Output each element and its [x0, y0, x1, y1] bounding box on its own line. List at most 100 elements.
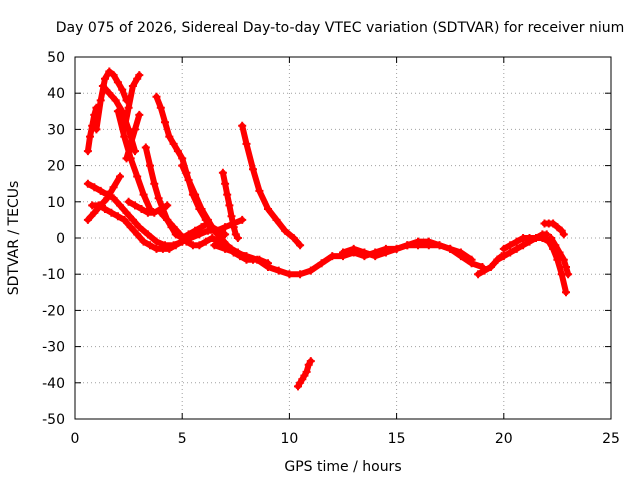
data-point [131, 147, 139, 156]
data-point [221, 230, 230, 239]
data-point [467, 255, 476, 264]
data-point [135, 223, 144, 232]
data-point [281, 226, 290, 235]
data-point [120, 132, 129, 141]
chart-title: Day 075 of 2026, Sidereal Day-to-day VTE… [56, 20, 625, 36]
data-point [403, 241, 412, 250]
data-point [551, 241, 560, 250]
series-line [114, 108, 153, 212]
axes: 0 5 10 15 20 25 -50 -40 -30 -20 -10 0 10 20 30 40 50 [42, 50, 620, 447]
data-point [249, 165, 257, 174]
data-point [150, 179, 159, 188]
data-point [83, 215, 92, 224]
data-point [107, 208, 116, 217]
data-point [122, 154, 131, 163]
data-point [562, 288, 570, 297]
x-tick-label: 5 [178, 431, 187, 447]
y-axis-label: SDTVAR / TECUs [6, 181, 22, 296]
data-point [339, 248, 347, 257]
data-point [83, 147, 92, 156]
data-point [201, 237, 210, 246]
data-point [233, 234, 242, 242]
data-point [456, 248, 465, 257]
data-point [96, 96, 105, 105]
data-point [519, 241, 528, 250]
data-point [272, 215, 281, 224]
data-point [128, 215, 137, 224]
data-point [506, 241, 515, 250]
data-point [165, 132, 174, 141]
data-point [118, 85, 127, 94]
x-tick-label: 10 [280, 431, 298, 447]
data-point [184, 176, 193, 185]
data-point [414, 237, 422, 246]
x-tick-label: 15 [388, 431, 406, 447]
data-point [133, 172, 142, 181]
data-point [184, 230, 193, 239]
series-arc-22 [499, 234, 570, 297]
data-point [538, 234, 547, 242]
y-tick-label: 20 [47, 159, 65, 175]
data-point [381, 248, 390, 257]
data-point [203, 215, 212, 224]
data-point [553, 223, 562, 232]
data-point [86, 132, 94, 141]
data-point [113, 107, 122, 116]
data-point [137, 205, 146, 213]
data-point [139, 237, 148, 246]
data-point [161, 118, 169, 127]
data-point [349, 244, 358, 253]
data-point [96, 186, 105, 195]
plot-frame [74, 56, 612, 420]
series-arc-06 [122, 110, 144, 163]
data-point [126, 139, 135, 148]
data-point [493, 255, 502, 264]
y-tick-label: -20 [42, 303, 65, 319]
y-tick-label: -30 [42, 340, 65, 356]
data-point [131, 125, 139, 134]
data-point [90, 183, 99, 192]
data-point [116, 172, 124, 181]
data-point [113, 212, 122, 221]
data-point [152, 92, 161, 101]
data-point [547, 234, 555, 242]
data-point [156, 208, 165, 217]
data-point [555, 248, 564, 257]
series-line [84, 173, 123, 223]
data-point [480, 266, 489, 275]
data-point [141, 143, 150, 152]
data-point [128, 82, 137, 90]
x-tick-label: 0 [71, 431, 80, 447]
data-point [506, 248, 515, 257]
series-line [123, 111, 143, 162]
data-point [221, 179, 230, 188]
data-point [435, 241, 444, 250]
data-point [255, 186, 264, 195]
data-point [216, 234, 225, 242]
data-point [101, 205, 109, 213]
data-point [446, 244, 455, 253]
data-point [296, 270, 305, 279]
data-point [512, 237, 521, 246]
data-point [178, 161, 187, 170]
data-point [210, 226, 219, 235]
data-point [285, 270, 294, 279]
data-point [371, 252, 380, 261]
data-point [238, 121, 247, 130]
data-point [360, 248, 369, 257]
data-point [103, 194, 112, 203]
y-tick-label: -40 [42, 376, 65, 392]
data-point [83, 179, 92, 188]
data-point [296, 241, 305, 250]
data-point [154, 194, 163, 203]
data-point [486, 263, 495, 271]
data-point [178, 154, 187, 163]
data-point [156, 103, 165, 112]
data-point [564, 270, 573, 279]
data-point [562, 263, 570, 271]
data-point [499, 252, 508, 261]
y-tick-label: 30 [47, 122, 65, 138]
data-point [133, 230, 142, 239]
data-point [109, 183, 118, 192]
